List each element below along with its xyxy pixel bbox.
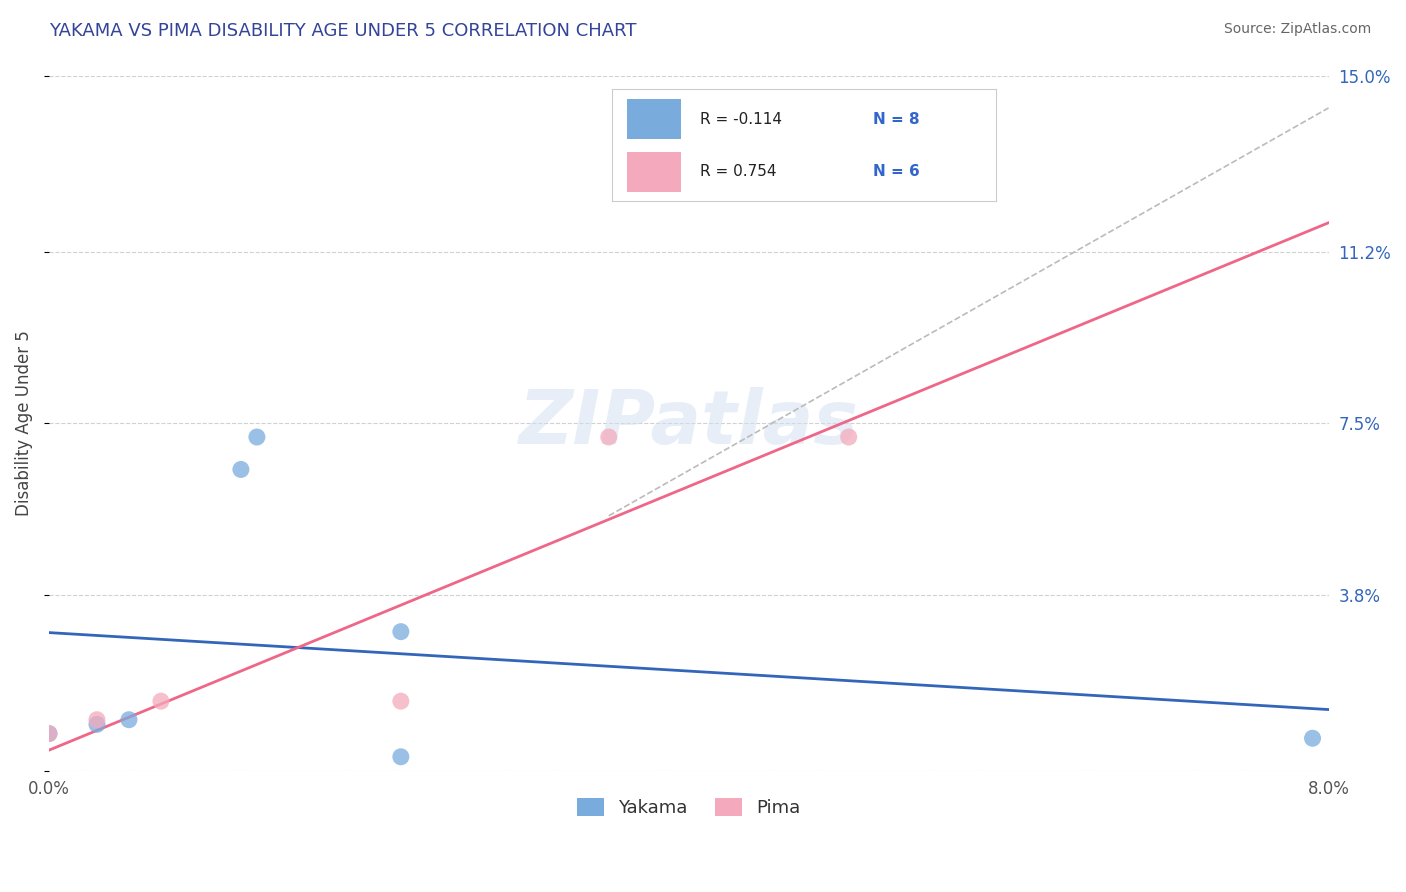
Point [838,430,860,444]
Point [389,694,412,708]
Text: YAKAMA VS PIMA DISABILITY AGE UNDER 5 CORRELATION CHART: YAKAMA VS PIMA DISABILITY AGE UNDER 5 CO… [49,22,637,40]
Point [598,430,620,444]
Text: ZIPatlas: ZIPatlas [519,386,859,459]
Y-axis label: Disability Age Under 5: Disability Age Under 5 [15,330,32,516]
Point [86,713,108,727]
Point [38,726,60,740]
Point [38,726,60,740]
Point [118,713,141,727]
Legend: Yakama, Pima: Yakama, Pima [569,790,808,824]
Point [1302,731,1324,746]
Point [86,717,108,731]
Point [149,694,172,708]
Point [389,749,412,764]
Point [246,430,269,444]
Point [389,624,412,639]
Point [229,462,252,476]
Text: Source: ZipAtlas.com: Source: ZipAtlas.com [1223,22,1371,37]
